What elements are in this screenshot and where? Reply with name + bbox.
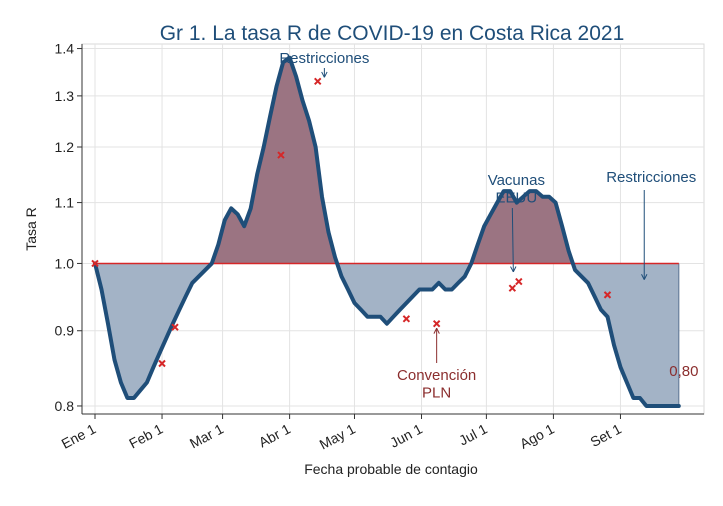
y-axis-label: Tasa R (23, 207, 39, 251)
event-marker (277, 151, 285, 159)
event-marker (515, 277, 523, 286)
y-tick-label: 1.0 (55, 255, 75, 271)
grid (81, 43, 705, 415)
area-fills (95, 57, 680, 406)
annotation-convencion-line: PLN (422, 384, 451, 401)
annotation-restricciones-1: Restricciones (279, 50, 369, 67)
annotation-vacunas-arrow-shaft (511, 207, 514, 272)
annotation-restricciones-1-line: Restricciones (279, 50, 369, 67)
annotation-end-value: 0,80 (669, 363, 698, 380)
annotation-vacunas-line: Vacunas (488, 172, 545, 189)
annotation-vacunas: Vacunas EEUU (488, 172, 545, 206)
annotation-restricciones-2-arrow-head (641, 274, 648, 280)
event-marker (603, 291, 612, 299)
annotation-restricciones-2-line: Restricciones (606, 169, 696, 186)
annotation-convencion: Convención PLN (397, 367, 476, 401)
x-tick-label: Abr 1 (256, 420, 293, 450)
series-line (93, 55, 681, 408)
annotation-restricciones-2: Restricciones (606, 169, 696, 186)
y-tick-label: 1.4 (55, 41, 75, 57)
markers (91, 77, 612, 368)
x-tick-label: Ago 1 (517, 420, 557, 451)
annotation-restricciones-1-arrow-head (321, 71, 328, 78)
series-line-group (93, 55, 681, 408)
y-tick-label: 1.3 (55, 88, 75, 104)
event-marker (91, 259, 99, 268)
annotations: Restricciones Vacunas EEUU Restricciones Con… (279, 50, 698, 401)
x-tick-label: Jun 1 (387, 420, 425, 450)
annotation-vacunas-line: EEUU (495, 189, 537, 206)
event-marker (402, 315, 411, 323)
area-below-reference (95, 263, 679, 406)
x-tick-label: Mar 1 (187, 420, 226, 451)
event-marker (508, 284, 517, 292)
annotation-end-value-line: 0,80 (669, 363, 698, 380)
annotation-vacunas-arrow-head (510, 266, 517, 273)
axes: 0.8 0.9 1.0 1.1 1.2 1.3 1.4 Ene 1 Feb 1 Mar 1 Abr … (55, 41, 704, 453)
x-tick-label: Feb 1 (126, 420, 165, 451)
event-marker (314, 77, 322, 86)
y-tick-label: 1.1 (55, 195, 75, 211)
event-marker (171, 323, 179, 331)
y-tick-label: 1.2 (55, 139, 75, 155)
annotation-convencion-arrow-head (433, 328, 440, 334)
x-tick-label: Jul 1 (456, 420, 490, 448)
x-tick-label: Ene 1 (59, 420, 99, 451)
x-tick-label: Set 1 (587, 420, 624, 450)
plot-frame (81, 43, 705, 415)
event-marker (432, 319, 441, 328)
x-axis-label: Fecha probable de contagio (304, 461, 478, 477)
chart-title: Gr 1. La tasa R de COVID-19 en Costa Ric… (160, 22, 625, 45)
annotation-convencion-line: Convención (397, 367, 476, 384)
x-tick-label: May 1 (317, 420, 358, 452)
y-tick-label: 0.8 (55, 398, 75, 414)
y-tick-label: 0.9 (55, 323, 75, 339)
event-marker (158, 359, 166, 368)
area-above-reference (95, 57, 679, 264)
